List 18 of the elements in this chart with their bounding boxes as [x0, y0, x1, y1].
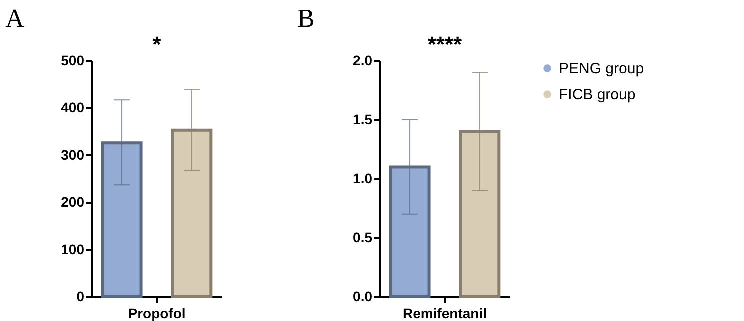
y-tick-label: 1.5 [353, 112, 373, 128]
chart-title: B [298, 4, 315, 33]
chart-title: A [6, 4, 25, 33]
y-tick-label: 0.0 [353, 288, 373, 304]
x-tick-label: Remifentanil [402, 306, 488, 321]
y-tick-label: 0.5 [353, 230, 373, 246]
y-tick-label: 0 [76, 288, 85, 304]
text: * [152, 32, 162, 57]
legend-label: FICB group [559, 86, 636, 104]
y-tick-label: 100 [61, 241, 85, 258]
legend-label: PENG group [559, 60, 644, 78]
y-tick-label: 300 [61, 146, 85, 163]
y-tick-label: 400 [61, 100, 85, 116]
y-tick-label: 2.0 [353, 52, 373, 68]
y-tick-label: 200 [61, 194, 85, 210]
text: **** [428, 32, 463, 57]
y-tick-label: 500 [61, 52, 85, 68]
y-tick-label: 1.0 [353, 170, 373, 186]
